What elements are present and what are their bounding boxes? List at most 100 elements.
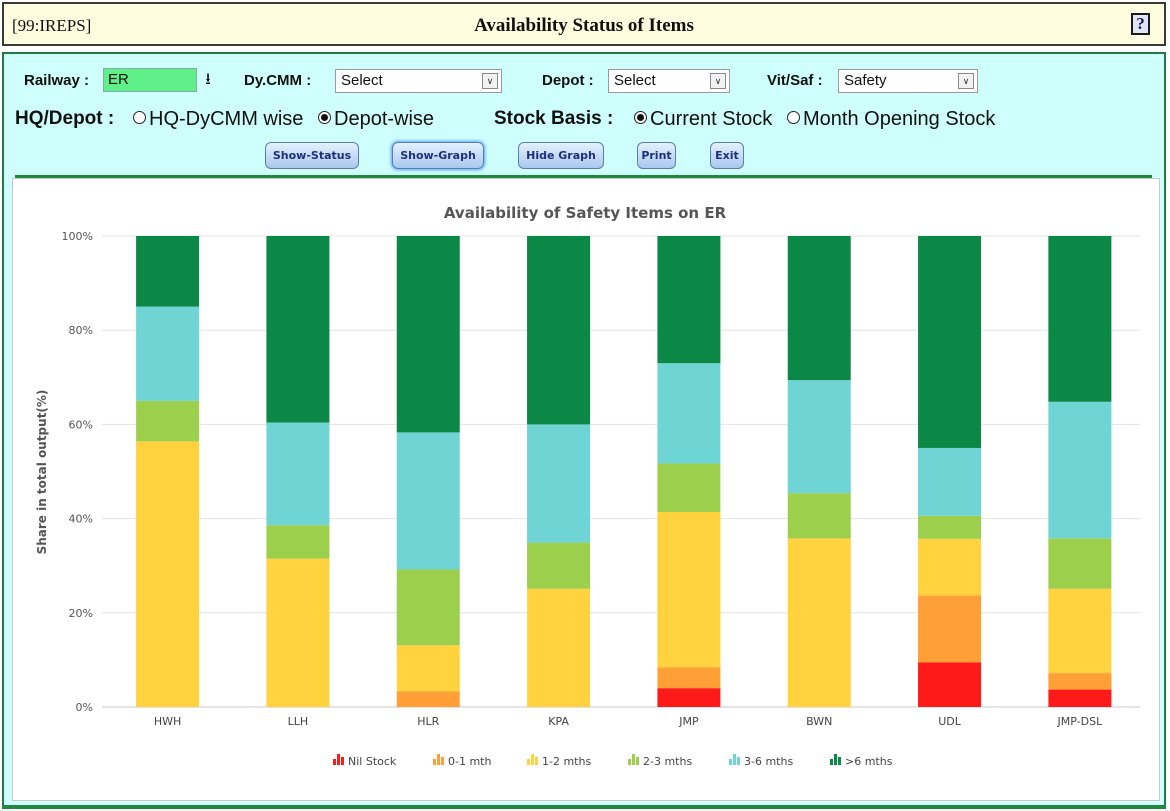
y-tick-label: 0% <box>76 701 93 714</box>
bar-segment <box>527 424 591 543</box>
bar-segment <box>918 515 982 539</box>
dycmm-selected-value: Select <box>341 72 383 89</box>
legend-swatch-icon <box>441 757 444 765</box>
legend-swatch-icon <box>830 759 833 765</box>
bar-segment <box>396 691 460 707</box>
legend-swatch-icon <box>733 754 736 765</box>
dycmm-select[interactable]: Select ∨ <box>335 69 502 93</box>
bar-segment <box>136 236 200 307</box>
bar-segment <box>136 441 200 707</box>
legend-swatch-icon <box>333 759 336 765</box>
depot-select[interactable]: Select ∨ <box>608 69 730 93</box>
legend-swatch-icon <box>729 759 732 765</box>
legend-swatch-icon <box>737 757 740 765</box>
bar-segment <box>657 688 721 707</box>
x-tick-label: HWH <box>154 715 181 728</box>
bar-segment <box>527 236 591 425</box>
legend-swatch-icon <box>636 757 639 765</box>
month-opening-radio[interactable]: Month Opening Stock <box>787 108 995 131</box>
bottom-border <box>2 805 1166 809</box>
bar-segment <box>918 595 982 663</box>
show-graph-button[interactable]: Show-Graph <box>392 142 484 169</box>
vitsaf-label: Vit/Saf : <box>767 72 823 89</box>
x-tick-label: KPA <box>548 715 569 728</box>
bar-segment <box>918 236 982 448</box>
download-arrow-icon[interactable]: ⭳ <box>205 71 211 88</box>
x-tick-label: LLH <box>288 715 309 728</box>
bar-segment <box>266 558 330 707</box>
y-tick-label: 60% <box>69 418 93 431</box>
print-button[interactable]: Print <box>637 142 676 169</box>
x-tick-label: UDL <box>938 715 962 728</box>
stock-basis-label: Stock Basis : <box>494 108 614 129</box>
chart-title: Availability of Safety Items on ER <box>443 204 727 222</box>
bar-segment <box>1048 673 1112 690</box>
bar-segment <box>527 588 591 707</box>
bar-segment <box>1048 689 1112 707</box>
depot-selected-value: Select <box>614 72 656 89</box>
railway-input[interactable]: ER <box>103 68 197 92</box>
legend-swatch-icon <box>337 754 340 765</box>
help-icon[interactable]: ? <box>1131 13 1150 35</box>
bar-segment <box>657 236 721 364</box>
legend-swatch-icon <box>437 754 440 765</box>
app-code: [99:IREPS] <box>12 16 92 35</box>
bar-segment <box>918 447 982 516</box>
legend-swatch-icon <box>632 754 635 765</box>
chevron-down-icon: ∨ <box>482 73 498 89</box>
legend-label: 3-6 mths <box>744 755 793 768</box>
legend-label: 0-1 mth <box>448 755 491 768</box>
bar-segment <box>657 667 721 689</box>
chart-top-border <box>15 175 1152 178</box>
bar-segment <box>396 569 460 646</box>
x-tick-label: HLR <box>417 715 439 728</box>
legend-swatch-icon <box>527 759 530 765</box>
bar-segment <box>1048 401 1112 539</box>
dycmm-label: Dy.CMM : <box>244 72 312 89</box>
x-tick-label: JMP-DSL <box>1057 715 1104 728</box>
legend-swatch-icon <box>341 757 344 765</box>
railway-label: Railway : <box>24 72 90 89</box>
y-tick-label: 80% <box>69 324 93 337</box>
bar-segment <box>918 538 982 596</box>
radio-checked-icon <box>634 111 647 124</box>
bar-segment <box>657 363 721 464</box>
legend-label: 1-2 mths <box>542 755 591 768</box>
hide-graph-button[interactable]: Hide Graph <box>518 142 604 169</box>
legend-label: 2-3 mths <box>643 755 692 768</box>
bar-segment <box>136 400 200 442</box>
legend-swatch-icon <box>834 754 837 765</box>
x-tick-label: BWN <box>806 715 832 728</box>
radio-circle-icon <box>133 111 146 124</box>
current-stock-label: Current Stock <box>650 108 773 130</box>
bar-segment <box>396 432 460 570</box>
legend-label: Nil Stock <box>348 755 397 768</box>
bar-segment <box>266 422 330 526</box>
legend-swatch-icon <box>433 759 436 765</box>
chevron-down-icon: ∨ <box>958 73 974 89</box>
current-stock-radio[interactable]: Current Stock <box>634 108 772 131</box>
bar-segment <box>1048 538 1112 589</box>
legend-swatch-icon <box>628 759 631 765</box>
vitsaf-selected-value: Safety <box>844 72 887 89</box>
x-tick-label: JMP <box>678 715 699 728</box>
show-status-button[interactable]: Show-Status <box>265 142 359 169</box>
bar-segment <box>1048 236 1112 402</box>
bar-segment <box>657 463 721 513</box>
legend-swatch-icon <box>535 757 538 765</box>
depot-wise-radio[interactable]: Depot-wise <box>318 108 434 131</box>
legend-label: >6 mths <box>845 755 893 768</box>
y-tick-label: 100% <box>62 230 93 243</box>
chevron-down-icon: ∨ <box>710 73 726 89</box>
vitsaf-select[interactable]: Safety ∨ <box>838 69 978 93</box>
hq-dycmm-radio[interactable]: HQ-DyCMM wise <box>133 108 303 131</box>
exit-button[interactable]: Exit <box>710 142 744 169</box>
bar-segment <box>657 512 721 668</box>
legend-swatch-icon <box>531 754 534 765</box>
bar-segment <box>527 542 591 589</box>
y-tick-label: 20% <box>69 607 93 620</box>
hq-dycmm-label: HQ-DyCMM wise <box>149 108 304 130</box>
bar-segment <box>266 236 330 423</box>
page-title: Availability Status of Items <box>474 15 694 36</box>
